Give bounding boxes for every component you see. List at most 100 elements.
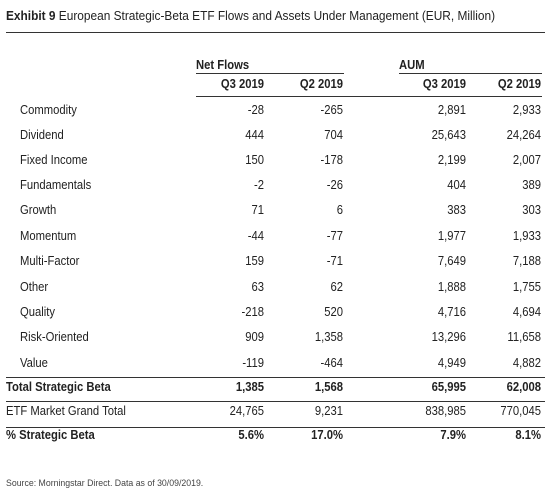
cell-net-flows-q2: 17.0%	[311, 428, 343, 442]
cell-net-flows-q2: -71	[326, 254, 343, 268]
row-label: Other	[20, 280, 49, 294]
cell-net-flows-q3: 909	[245, 330, 264, 344]
cell-aum-q3: 383	[447, 203, 466, 217]
total-separator-rule	[6, 401, 545, 402]
row-label: Total Strategic Beta	[6, 380, 111, 394]
cell-aum-q2: 4,882	[512, 356, 541, 370]
cell-aum-q3: 1,888	[437, 280, 466, 294]
cell-net-flows-q2: 1,358	[314, 330, 343, 344]
row-label: Dividend	[20, 128, 64, 142]
aum-group-underline	[399, 73, 542, 74]
cell-aum-q2: 770,045	[500, 404, 541, 418]
net-flows-group-header: Net Flows	[196, 58, 250, 72]
cell-aum-q2: 1,933	[512, 229, 541, 243]
header-bottom-rule	[196, 96, 542, 97]
cell-aum-q2: 8.1%	[515, 428, 541, 442]
row-label: Growth	[20, 203, 57, 217]
cell-net-flows-q3: 71	[251, 203, 264, 217]
table-bottom-rule	[6, 427, 545, 428]
column-header-net-flows-q3: Q3 2019	[220, 77, 264, 91]
cell-aum-q3: 2,199	[437, 153, 466, 167]
table-row: Commodity -28 -265 2,891 2,933	[0, 101, 551, 123]
table-row: Momentum -44 -77 1,977 1,933	[0, 227, 551, 249]
cell-net-flows-q3: -218	[241, 305, 264, 319]
cell-aum-q3: 404	[447, 178, 466, 192]
cell-net-flows-q3: -119	[242, 356, 264, 370]
cell-net-flows-q3: 5.6%	[238, 428, 264, 442]
cell-net-flows-q2: -265	[320, 103, 343, 117]
cell-net-flows-q2: 520	[324, 305, 343, 319]
row-label: Value	[20, 356, 48, 370]
cell-aum-q3: 4,716	[437, 305, 466, 319]
cell-net-flows-q3: 159	[245, 254, 264, 268]
cell-aum-q2: 7,188	[512, 254, 541, 268]
total-separator-rule	[6, 377, 545, 378]
cell-aum-q3: 65,995	[431, 380, 466, 394]
cell-net-flows-q2: 704	[324, 128, 343, 142]
exhibit-title-text: European Strategic-Beta ETF Flows and As…	[58, 9, 496, 23]
cell-net-flows-q2: -464	[320, 356, 343, 370]
column-header-aum-q2: Q2 2019	[497, 77, 541, 91]
row-label: Momentum	[20, 229, 77, 243]
table-row: ETF Market Grand Total 24,765 9,231 838,985…	[0, 402, 551, 424]
table-row: Dividend 444 704 25,643 24,264	[0, 126, 551, 148]
cell-net-flows-q3: -44	[247, 229, 264, 243]
source-note: Source: Morningstar Direct. Data as of 3…	[6, 478, 204, 489]
row-label: Multi-Factor	[20, 254, 80, 268]
table-row: Other 63 62 1,888 1,755	[0, 278, 551, 300]
table-row: Fixed Income 150 -178 2,199 2,007	[0, 151, 551, 173]
cell-aum-q3: 838,985	[425, 404, 466, 418]
aum-group-header: AUM	[399, 58, 425, 72]
row-label: Fixed Income	[20, 153, 88, 167]
cell-aum-q3: 13,296	[431, 330, 466, 344]
table-row: Quality -218 520 4,716 4,694	[0, 303, 551, 325]
table-row: % Strategic Beta 5.6% 17.0% 7.9% 8.1%	[0, 426, 551, 448]
cell-aum-q2: 2,933	[512, 103, 541, 117]
cell-aum-q2: 2,007	[512, 153, 541, 167]
cell-net-flows-q2: -26	[326, 178, 343, 192]
cell-aum-q2: 1,755	[512, 280, 541, 294]
cell-net-flows-q3: 24,765	[229, 404, 264, 418]
exhibit-number: Exhibit 9	[6, 9, 56, 23]
cell-net-flows-q3: -28	[247, 103, 264, 117]
table-row: Value -119 -464 4,949 4,882	[0, 354, 551, 376]
cell-aum-q2: 4,694	[512, 305, 541, 319]
cell-aum-q2: 11,658	[507, 330, 541, 344]
table-row: Risk-Oriented 909 1,358 13,296 11,658	[0, 328, 551, 350]
cell-net-flows-q3: 150	[245, 153, 264, 167]
table-row: Total Strategic Beta 1,385 1,568 65,995 62,0…	[0, 378, 551, 400]
cell-net-flows-q2: -178	[320, 153, 343, 167]
cell-aum-q2: 62,008	[506, 380, 541, 394]
cell-net-flows-q3: 1,385	[235, 380, 264, 394]
title-rule	[6, 32, 545, 33]
cell-aum-q3: 2,891	[437, 103, 466, 117]
cell-net-flows-q2: 1,568	[314, 380, 343, 394]
table-row: Fundamentals -2 -26 404 389	[0, 176, 551, 198]
cell-aum-q3: 4,949	[437, 356, 466, 370]
cell-net-flows-q3: 444	[245, 128, 264, 142]
row-label: Quality	[20, 305, 56, 319]
row-label: Fundamentals	[20, 178, 92, 192]
cell-aum-q2: 303	[522, 203, 541, 217]
row-label: Risk-Oriented	[20, 330, 89, 344]
cell-net-flows-q2: 62	[330, 280, 343, 294]
cell-net-flows-q2: -77	[326, 229, 343, 243]
cell-aum-q3: 7.9%	[440, 428, 466, 442]
table-row: Growth 71 6 383 303	[0, 201, 551, 223]
exhibit-title: Exhibit 9 European Strategic-Beta ETF Fl…	[6, 9, 519, 23]
cell-aum-q2: 389	[522, 178, 541, 192]
row-label: ETF Market Grand Total	[6, 404, 126, 418]
cell-net-flows-q2: 6	[336, 203, 343, 217]
row-label: Commodity	[20, 103, 77, 117]
cell-net-flows-q3: -2	[253, 178, 264, 192]
column-header-net-flows-q2: Q2 2019	[299, 77, 343, 91]
cell-net-flows-q2: 9,231	[314, 404, 343, 418]
cell-aum-q3: 1,977	[437, 229, 466, 243]
row-label: % Strategic Beta	[6, 428, 95, 442]
column-header-aum-q3: Q3 2019	[422, 77, 466, 91]
cell-net-flows-q3: 63	[251, 280, 264, 294]
table-row: Multi-Factor 159 -71 7,649 7,188	[0, 252, 551, 274]
net-flows-group-underline	[196, 73, 344, 74]
cell-aum-q3: 25,643	[431, 128, 466, 142]
cell-aum-q3: 7,649	[437, 254, 466, 268]
